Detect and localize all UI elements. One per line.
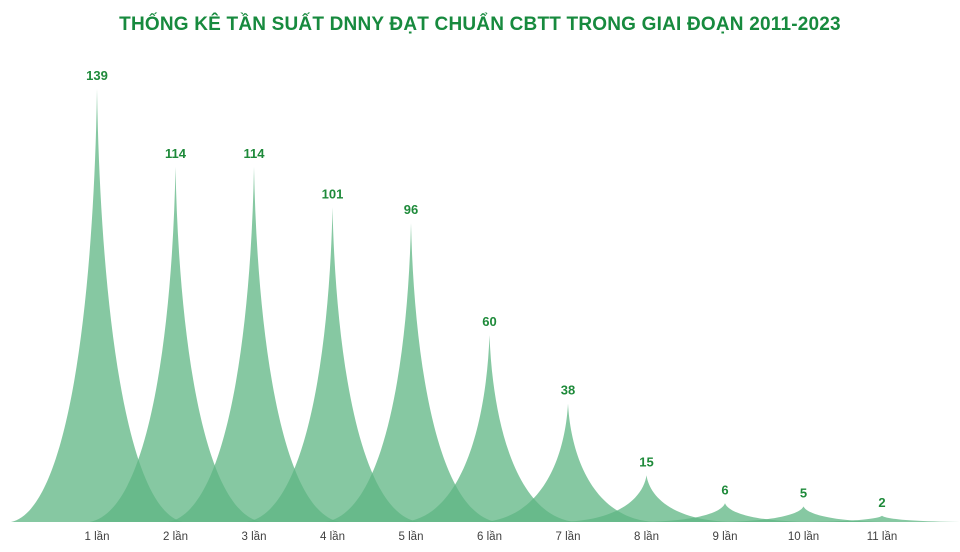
peak-9	[639, 503, 811, 522]
peak-6	[403, 335, 576, 522]
peak-8	[560, 475, 733, 522]
data-label-10: 5	[800, 485, 807, 500]
peak-4	[246, 207, 419, 523]
x-tick-label-8: 8 lần	[634, 531, 659, 543]
data-label-7: 38	[561, 383, 575, 398]
data-label-4: 101	[322, 186, 344, 201]
x-tick-label-2: 2 lần	[163, 531, 188, 543]
data-label-2: 114	[165, 146, 187, 161]
peak-3	[168, 166, 340, 523]
data-label-11: 2	[878, 495, 885, 510]
data-label-6: 60	[482, 314, 496, 329]
x-tick-label-5: 5 lần	[399, 531, 424, 543]
peak-11	[796, 515, 960, 522]
peak-7	[482, 403, 654, 522]
x-tick-label-10: 10 lần	[788, 531, 819, 543]
peak-1	[11, 89, 183, 522]
x-tick-label-1: 1 lần	[85, 531, 110, 543]
data-label-1: 139	[86, 68, 108, 83]
data-label-8: 15	[639, 454, 653, 469]
x-tick-label-11: 11 lần	[867, 531, 897, 543]
x-tick-label-9: 9 lần	[713, 531, 738, 543]
data-label-3: 114	[244, 146, 266, 161]
x-tick-label-7: 7 lần	[556, 531, 581, 543]
chart-title: THỐNG KÊ TẦN SUẤT DNNY ĐẠT CHUẨN CBTT TR…	[119, 14, 841, 35]
x-tick-label-6: 6 lần	[477, 531, 502, 543]
peak-2	[89, 166, 262, 523]
peak-10	[717, 506, 890, 522]
data-label-9: 6	[721, 482, 728, 497]
x-tick-label-4: 4 lần	[320, 531, 345, 543]
peak-5	[325, 222, 497, 522]
data-label-5: 96	[404, 202, 418, 217]
x-tick-label-3: 3 lần	[242, 531, 267, 543]
